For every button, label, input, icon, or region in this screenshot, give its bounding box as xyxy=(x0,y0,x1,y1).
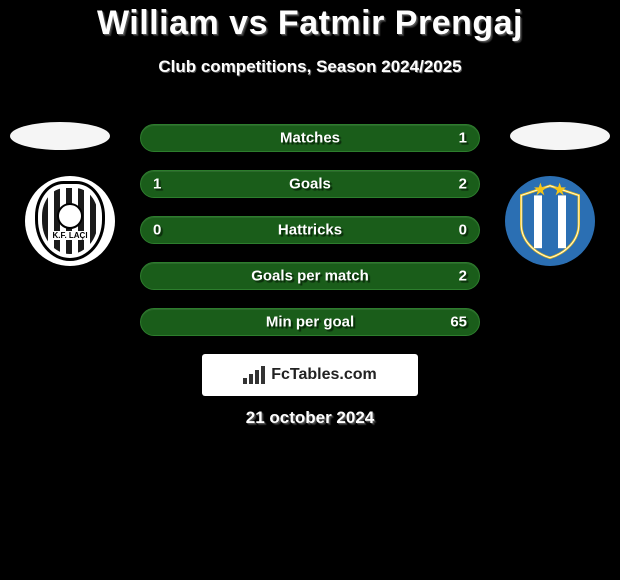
stat-left-value: 1 xyxy=(153,176,161,193)
date-text: 21 october 2024 xyxy=(246,408,375,428)
shield-icon xyxy=(510,181,590,261)
stat-right-value: 0 xyxy=(459,222,467,239)
ball-icon xyxy=(57,203,83,229)
brand-text: FcTables.com xyxy=(271,366,377,384)
left-player-ellipse xyxy=(10,122,110,150)
stat-row: 0 Hattricks 0 xyxy=(140,216,480,244)
stat-label: Min per goal xyxy=(266,314,354,331)
left-club-name: K.F. LAÇI xyxy=(50,231,89,240)
stat-right-value: 1 xyxy=(459,130,467,147)
stat-label: Hattricks xyxy=(278,222,342,239)
stat-right-value: 2 xyxy=(459,268,467,285)
stat-row: Goals per match 2 xyxy=(140,262,480,290)
stat-left-value: 0 xyxy=(153,222,161,239)
stat-row: Min per goal 65 xyxy=(140,308,480,336)
stat-row: 1 Goals 2 xyxy=(140,170,480,198)
stat-label: Matches xyxy=(280,130,340,147)
page-title: William vs Fatmir Prengaj xyxy=(0,0,620,43)
brand-box: FcTables.com xyxy=(202,354,418,396)
right-club-badge xyxy=(505,176,595,266)
stat-label: Goals xyxy=(289,176,331,193)
subtitle: Club competitions, Season 2024/2025 xyxy=(0,57,620,77)
stat-right-value: 2 xyxy=(459,176,467,193)
stats-bars: Matches 1 1 Goals 2 0 Hattricks 0 Goals per matc… xyxy=(140,124,480,354)
left-club-badge: K.F. LAÇI xyxy=(25,176,115,266)
stat-row: Matches 1 xyxy=(140,124,480,152)
stat-label: Goals per match xyxy=(251,268,369,285)
right-player-ellipse xyxy=(510,122,610,150)
bar-chart-icon xyxy=(243,366,265,384)
stat-right-value: 65 xyxy=(450,314,467,331)
